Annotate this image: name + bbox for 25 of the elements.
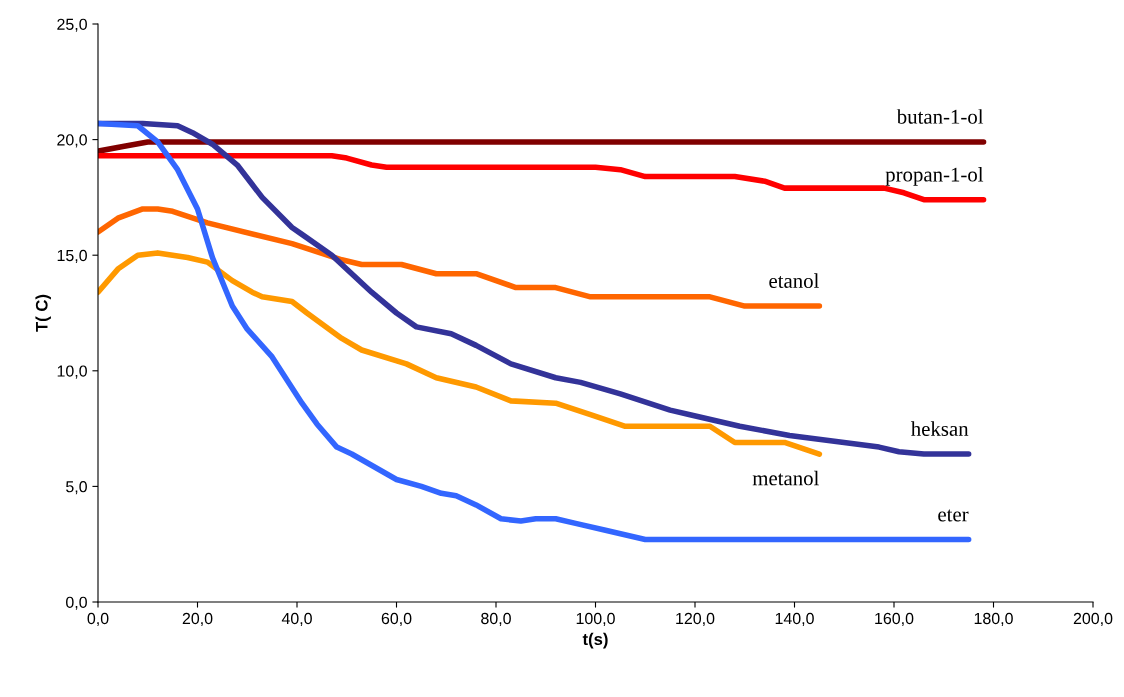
x-tick-label: 80,0 bbox=[481, 612, 511, 627]
y-axis-title: T( C) bbox=[35, 294, 51, 332]
x-tick-label: 40,0 bbox=[281, 612, 312, 627]
y-tick-label: 0,0 bbox=[66, 596, 87, 610]
x-tick-label: 200,0 bbox=[1073, 612, 1113, 627]
y-tick-label: 10,0 bbox=[57, 365, 87, 379]
series-label: etanol bbox=[769, 273, 819, 288]
y-tick-label: 15,0 bbox=[57, 249, 87, 264]
x-tick-label: 120,0 bbox=[676, 612, 715, 627]
y-tick-label: 25,0 bbox=[57, 18, 87, 32]
x-tick-label: 20,0 bbox=[182, 612, 213, 627]
y-tick-label: 5,0 bbox=[66, 481, 87, 495]
y-tick-label: 20,0 bbox=[57, 134, 87, 148]
series-label: propan-1-ol bbox=[885, 166, 984, 186]
series-label: metanol bbox=[752, 470, 819, 486]
x-axis-title: t(s) bbox=[582, 632, 608, 649]
x-tick-label: 60,0 bbox=[381, 612, 412, 627]
x-tick-label: 160,0 bbox=[875, 612, 914, 627]
x-tick-label: 180,0 bbox=[974, 612, 1013, 627]
x-tick-label: 100,0 bbox=[576, 612, 615, 627]
series-label: heksan bbox=[910, 421, 969, 436]
series-label: eter bbox=[938, 509, 969, 522]
x-tick-label: 140,0 bbox=[775, 612, 814, 627]
x-tick-label: 0,0 bbox=[87, 612, 109, 627]
series-label: butan-1-ol bbox=[896, 109, 984, 124]
